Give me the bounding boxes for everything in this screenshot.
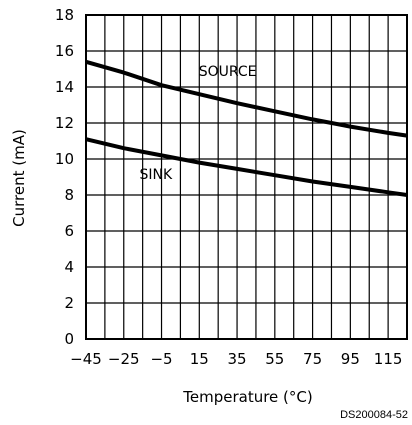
- y-tick-label: 0: [64, 330, 74, 348]
- x-tick-label: 15: [190, 350, 209, 368]
- y-tick-label: 10: [55, 150, 74, 168]
- x-tick-label: 115: [374, 350, 403, 368]
- x-tick-label: −45: [70, 350, 102, 368]
- series-label-source: SOURCE: [199, 64, 257, 80]
- figure-code: DS200084-52: [340, 409, 408, 421]
- y-tick-label: 2: [64, 294, 74, 312]
- series-line-sink: [85, 137, 408, 197]
- y-axis-title: Current (mA): [10, 129, 28, 227]
- y-tick-label: 6: [64, 222, 74, 240]
- y-tick-label: 8: [64, 186, 74, 204]
- y-tick-label: 16: [55, 42, 74, 60]
- y-tick-label: 18: [55, 6, 74, 24]
- x-tick-label: 55: [265, 350, 284, 368]
- series-line-source: [85, 59, 408, 138]
- x-tick-label: −5: [150, 350, 172, 368]
- curves: [85, 59, 408, 197]
- x-tick-label: 35: [228, 350, 247, 368]
- y-tick-label: 4: [64, 258, 74, 276]
- x-tick-label: 95: [341, 350, 360, 368]
- x-tick-label: 75: [303, 350, 322, 368]
- x-axis-title: Temperature (°C): [182, 388, 312, 406]
- series-label-sink: SINK: [140, 167, 173, 183]
- plot-frame: [85, 14, 408, 340]
- x-tick-labels: −45 −25 −5 15 35 55 75 95 115: [70, 350, 402, 368]
- y-tick-label: 14: [55, 78, 74, 96]
- y-tick-labels: 0 2 4 6 8 10 12 14 16 18: [55, 6, 74, 348]
- y-tick-label: 12: [55, 114, 74, 132]
- series-labels: SOURCE SINK: [140, 64, 257, 183]
- x-tick-label: −25: [108, 350, 140, 368]
